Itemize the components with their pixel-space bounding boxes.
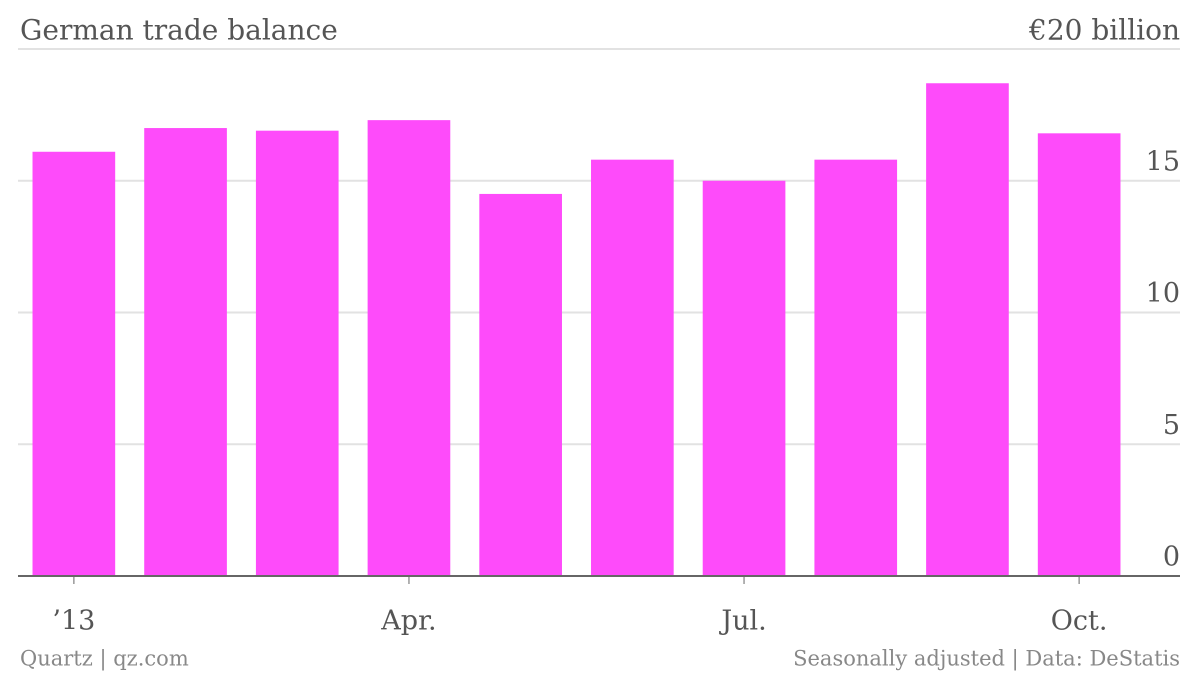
bar [479,193,562,577]
y-tick-label: 10 [1146,278,1180,309]
x-tick-label: Jul. [718,606,766,637]
source: Quartz | qz.com [20,647,189,672]
y-tick-label: 5 [1163,410,1180,441]
y-tick-label: 0 [1163,542,1180,573]
x-tick-label: Apr. [380,606,436,637]
bar [814,159,898,577]
bar [367,120,451,577]
chart-title: German trade balance [20,14,338,47]
bar [255,130,339,576]
bar [1037,133,1121,576]
x-tick-label: ’13 [52,606,95,637]
y-tick-label: €20 billion [1028,14,1180,47]
bar [926,83,1009,576]
bar [144,128,227,577]
note: Seasonally adjusted | Data: DeStatis [793,647,1180,672]
bar [702,180,786,576]
x-tick-label: Oct. [1051,606,1108,637]
y-tick-label: 15 [1146,146,1180,177]
bar [591,159,674,577]
bar [32,151,116,576]
